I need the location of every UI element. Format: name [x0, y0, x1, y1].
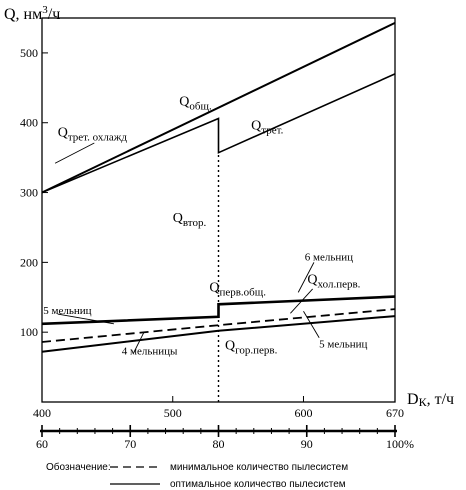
- annotation-0-sub: общ.: [189, 100, 212, 112]
- annotation-2-sub: трет. охлажд: [68, 132, 128, 144]
- series-line-1: [41, 73, 396, 194]
- annotation-4-main: Q: [209, 281, 219, 296]
- annotation-9: 5 мельниц: [319, 339, 367, 351]
- series-line-2: [41, 295, 396, 326]
- annotation-5-sub: хол.перв.: [318, 278, 361, 290]
- series-line-3: [41, 308, 396, 343]
- annotation-9-main: 5 мельниц: [319, 339, 367, 351]
- annotation-5-main: Q: [307, 272, 317, 287]
- annotation-5: Qхол.перв.: [307, 272, 360, 290]
- percent-axis: 60 70 80 90 100%: [36, 425, 414, 451]
- y-axis-title-tail: /ч: [48, 6, 61, 23]
- annotation-8: 5 мельниц: [43, 305, 91, 317]
- x-axis-title-tail: , т/ч: [427, 391, 454, 408]
- legend: Обозначение: минимальное количество пыле…: [46, 461, 348, 490]
- legend-dashed-text: минимальное количество пылесистем: [170, 462, 348, 473]
- y-axis-title-main: Q, нм: [4, 6, 42, 23]
- x-axis-title: DК, т/ч: [407, 391, 454, 409]
- x-tick-label-1: 500: [164, 406, 182, 420]
- annotation-3-sub: втор.: [183, 217, 207, 229]
- annotation-1-main: Q: [251, 119, 261, 134]
- y-axis-ticks: 100 200 300 400 500: [20, 46, 48, 339]
- y-tick-label-4: 500: [20, 46, 38, 60]
- annotation-4-sub: перв.общ.: [219, 287, 266, 299]
- percent-label-4: 100: [386, 437, 404, 451]
- series-line-0: [41, 21, 396, 194]
- annotation-0-main: Q: [179, 94, 189, 109]
- annotation-1-sub: трет.: [261, 125, 283, 137]
- leader-line-2: [303, 311, 320, 338]
- y-tick-label-1: 200: [20, 255, 38, 269]
- annotation-4: Qперв.общ.: [209, 281, 266, 299]
- percent-label-0: 60: [36, 437, 48, 451]
- leader-line-4: [290, 288, 313, 314]
- leader-line-3: [297, 262, 315, 293]
- annotation-1: Qтрет.: [251, 119, 283, 137]
- series-line-4: [41, 315, 396, 353]
- legend-solid-text: оптимальное количество пылесистем: [170, 479, 346, 490]
- annotation-10: 4 мельницы: [122, 346, 178, 358]
- annotation-0: Qобщ.: [179, 94, 212, 112]
- annotation-2: Qтрет. охлажд: [58, 126, 128, 144]
- percent-unit: %: [404, 437, 414, 451]
- y-axis-title: Q, нм3/ч: [4, 4, 60, 23]
- x-axis-title-sub: К: [419, 395, 428, 409]
- y-tick-label-3: 400: [20, 116, 38, 130]
- x-axis-title-main: D: [407, 391, 419, 408]
- annotation-3: Qвтор.: [173, 211, 207, 229]
- annotation-7: 6 мельниц: [305, 251, 353, 263]
- annotation-8-main: 5 мельниц: [43, 305, 91, 317]
- percent-label-3: 90: [301, 437, 313, 451]
- x-tick-label-2: 600: [294, 406, 312, 420]
- annotation-3-main: Q: [173, 211, 183, 226]
- leader-line-5: [54, 142, 95, 164]
- y-tick-label-2: 300: [20, 186, 38, 200]
- leader-line-1: [133, 331, 145, 354]
- percent-label-2: 80: [213, 437, 225, 451]
- y-axis-title-sup: 3: [42, 4, 48, 16]
- annotation-6-main: Q: [225, 339, 235, 354]
- legend-title: Обозначение:: [46, 461, 111, 473]
- annotation-6: Qгор.перв.: [225, 339, 278, 357]
- annotation-10-main: 4 мельницы: [122, 346, 178, 358]
- series-layer: [41, 21, 396, 353]
- percent-label-1: 70: [124, 437, 136, 451]
- y-tick-label-0: 100: [20, 325, 38, 339]
- leader-line-0: [57, 313, 114, 325]
- annotation-7-main: 6 мельниц: [305, 251, 353, 263]
- annotation-2-main: Q: [58, 126, 68, 141]
- x-axis-ticks: 400 500 600 670: [33, 152, 404, 420]
- annotation-6-sub: гор.перв.: [235, 345, 277, 357]
- x-tick-label-3: 670: [386, 406, 404, 420]
- x-tick-label-0: 400: [33, 406, 51, 420]
- annotation-layer: Qобщ.Qтрет.Qтрет. охлаждQвтор.Qперв.общ.…: [43, 94, 367, 357]
